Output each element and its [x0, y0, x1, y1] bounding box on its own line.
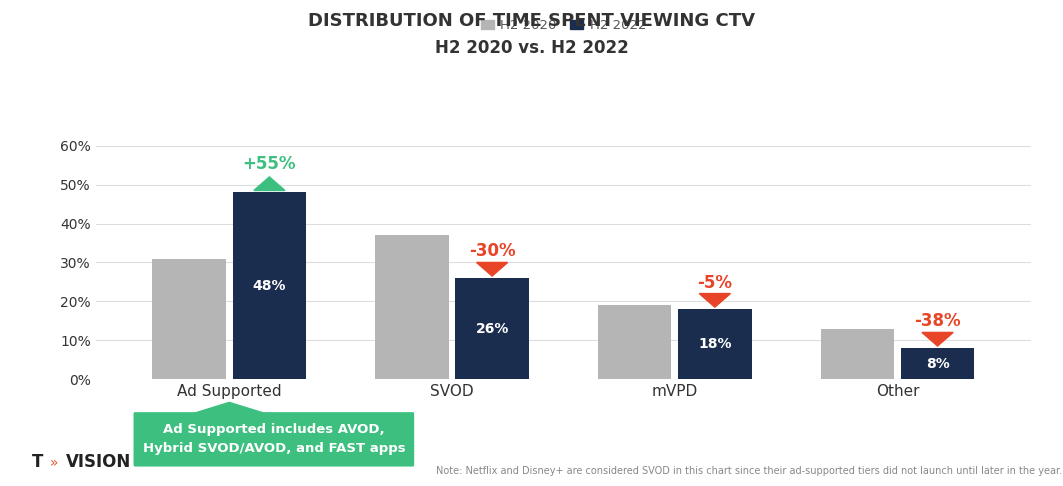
Text: 18%: 18%	[698, 337, 731, 351]
Text: H2 2020 vs. H2 2022: H2 2020 vs. H2 2022	[435, 39, 628, 57]
Text: Ad Supported includes AVOD,
Hybrid SVOD/AVOD, and FAST apps: Ad Supported includes AVOD, Hybrid SVOD/…	[142, 423, 405, 455]
Text: 8%: 8%	[926, 357, 949, 370]
Text: Note: Netflix and Disney+ are considered SVOD in this chart since their ad-suppo: Note: Netflix and Disney+ are considered…	[436, 466, 1062, 476]
Text: 26%: 26%	[475, 322, 509, 335]
Polygon shape	[699, 294, 730, 307]
FancyBboxPatch shape	[134, 412, 415, 467]
Text: +55%: +55%	[242, 155, 297, 173]
Text: T: T	[32, 453, 44, 471]
Bar	[152, 259, 226, 379]
Text: DISTRIBUTION OF TIME SPENT VIEWING CTV: DISTRIBUTION OF TIME SPENT VIEWING CTV	[308, 12, 755, 30]
Text: -30%: -30%	[469, 243, 516, 260]
Polygon shape	[254, 177, 285, 191]
Text: »: »	[50, 456, 58, 470]
Polygon shape	[189, 401, 269, 414]
Polygon shape	[476, 262, 508, 276]
Text: -38%: -38%	[914, 312, 961, 330]
Bar	[455, 278, 529, 379]
Text: 48%: 48%	[253, 279, 286, 293]
Bar	[900, 348, 975, 379]
Bar	[233, 192, 306, 379]
Legend: H2 2020, H2 2022: H2 2020, H2 2022	[475, 14, 652, 38]
Bar	[821, 329, 894, 379]
Bar	[375, 235, 449, 379]
Bar	[678, 309, 752, 379]
Text: VISION: VISION	[66, 453, 131, 471]
Polygon shape	[922, 332, 954, 346]
Text: -5%: -5%	[697, 274, 732, 292]
Bar	[597, 305, 672, 379]
